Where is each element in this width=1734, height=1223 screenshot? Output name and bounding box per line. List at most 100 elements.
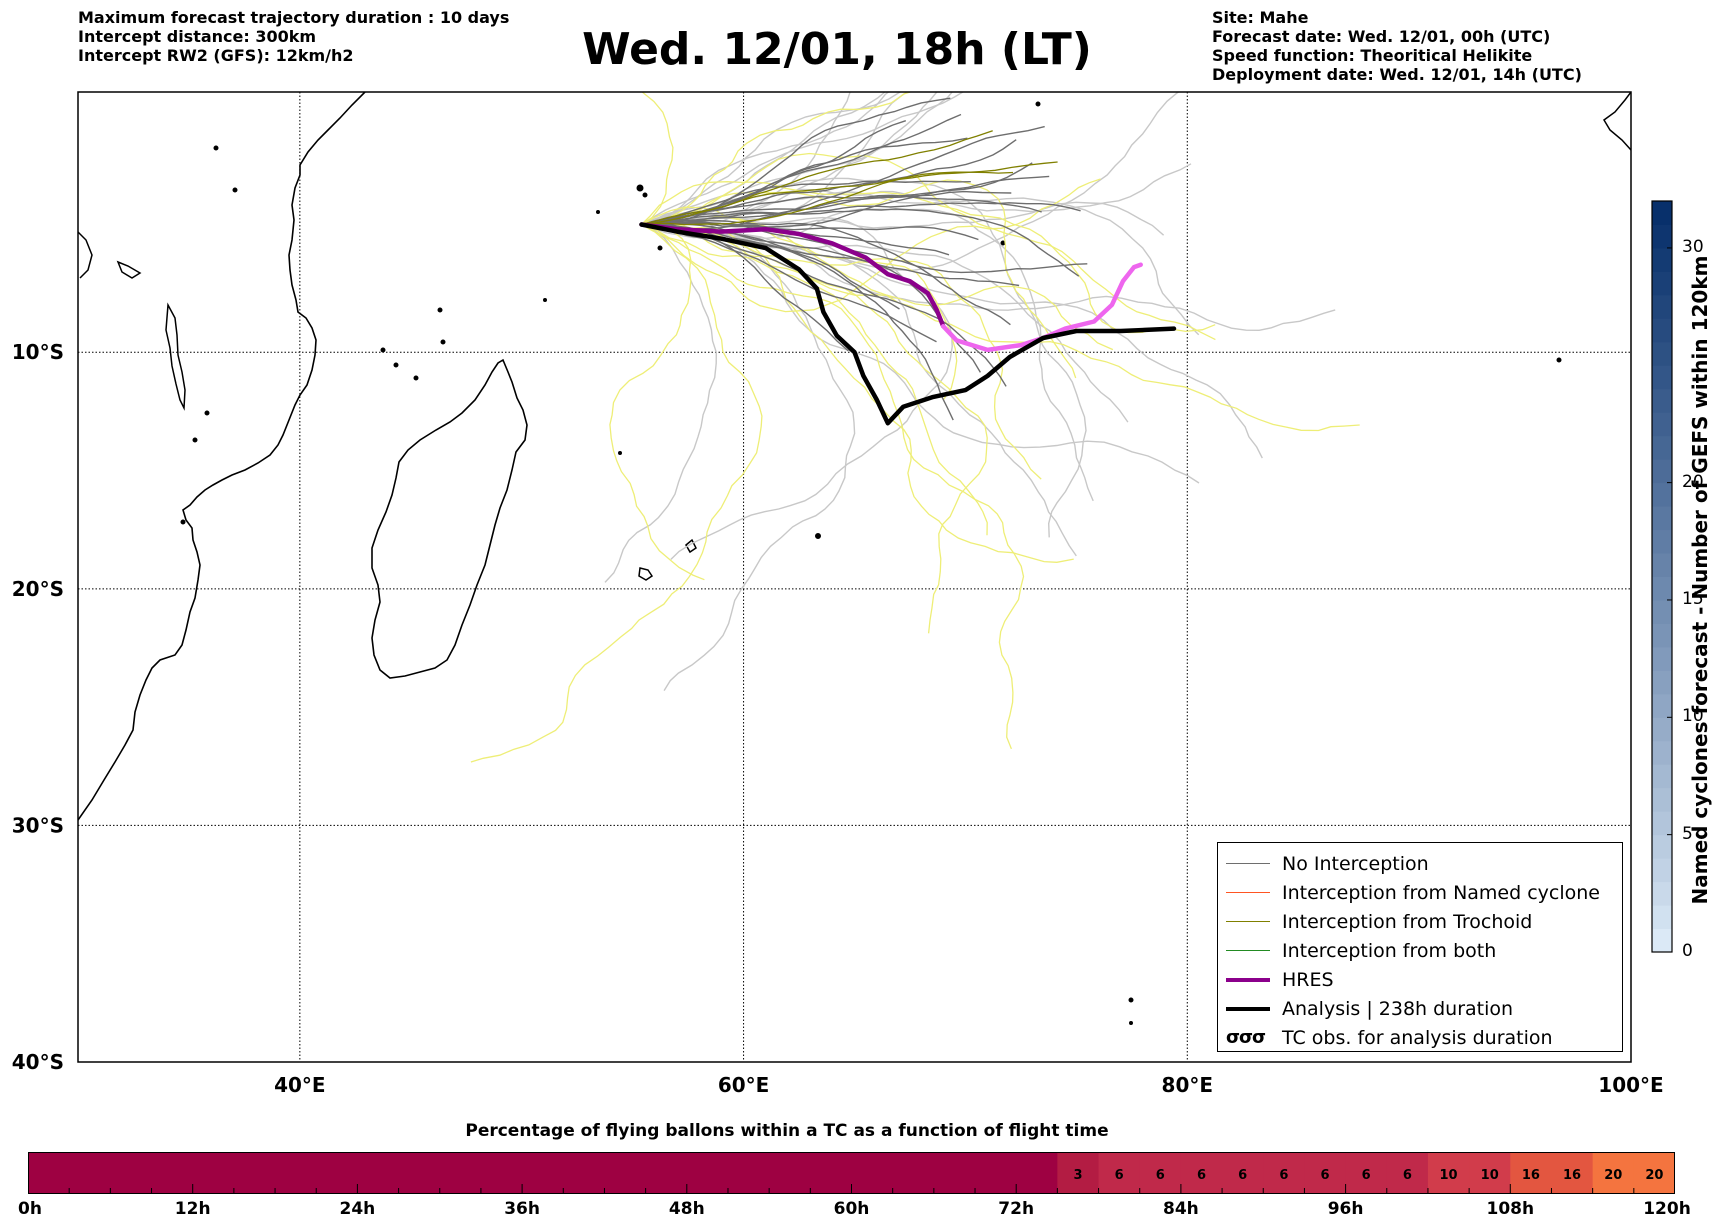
ensemble-trajectory — [641, 206, 1042, 480]
hour-label: 96h — [1327, 1199, 1364, 1219]
colorbar-frame — [1651, 200, 1673, 953]
bar-segment-value: 6 — [1238, 1168, 1247, 1183]
ensemble-trajectory — [641, 125, 1045, 230]
legend-line-swatch — [1226, 915, 1272, 929]
lon-label: 60°E — [718, 1073, 770, 1097]
colorbar-step — [1652, 318, 1672, 343]
trajectories — [470, 92, 1360, 763]
lat-label: 10°S — [12, 340, 64, 364]
hour-label: 120h — [1643, 1199, 1691, 1219]
colorbar-step — [1652, 764, 1672, 789]
colorbar-step — [1652, 646, 1672, 671]
northwest-coast-fragment — [78, 231, 93, 279]
lon-label: 100°E — [1598, 1073, 1663, 1097]
bar-segment — [1469, 1152, 1511, 1194]
colorbar-step — [1652, 811, 1672, 836]
header-left-info: Maximum forecast trajectory duration : 1… — [78, 8, 509, 65]
colorbar-step — [1652, 740, 1672, 765]
map-legend: No Interception Interception from Named c… — [1217, 842, 1623, 1052]
colorbar-step — [1652, 201, 1672, 225]
bar-segment-value: 20 — [1604, 1168, 1622, 1183]
lon-label: 80°E — [1162, 1073, 1214, 1097]
madagascar-coastline — [371, 358, 528, 679]
colorbar-step — [1652, 365, 1672, 390]
bar-segment-value: 6 — [1197, 1168, 1206, 1183]
west-lake-shore — [165, 302, 186, 411]
legend-label: Interception from both — [1282, 939, 1497, 962]
colorbar-step — [1652, 294, 1672, 319]
hour-label: 24h — [339, 1199, 376, 1219]
colorbar-tick-label: 15 — [1682, 588, 1704, 609]
colorbar-step — [1652, 787, 1672, 812]
colorbar-step — [1652, 623, 1672, 648]
analysis-track — [639, 222, 1177, 426]
ensemble-trajectory — [641, 92, 890, 226]
colorbar-step — [1652, 224, 1672, 249]
hres-track — [639, 222, 946, 329]
colorbar-step — [1652, 271, 1672, 296]
hour-label: 108h — [1486, 1199, 1535, 1219]
bar-segment-value: 20 — [1645, 1168, 1663, 1183]
bar-segment — [1222, 1152, 1264, 1194]
legend-label: Analysis | 238h duration — [1282, 997, 1514, 1020]
ensemble-trajectory — [641, 223, 1077, 557]
colorbar-step — [1652, 858, 1672, 883]
hour-label: 48h — [668, 1199, 705, 1219]
legend-line-swatch — [1226, 973, 1272, 987]
header-right-info: Site: Mahe Forecast date: Wed. 12/01, 00… — [1212, 8, 1582, 84]
intercept-rw2-text: Intercept RW2 (GFS): 12km/h2 — [78, 46, 354, 65]
hour-label: 0h — [18, 1199, 42, 1219]
ensemble-trajectory — [641, 221, 1336, 332]
bar-segment — [28, 1152, 1058, 1194]
northeast-coast-fragment — [1603, 92, 1631, 151]
bar-segment-value: 16 — [1522, 1168, 1540, 1183]
bar-segment-value: 6 — [1362, 1168, 1371, 1183]
colorbar-step — [1652, 388, 1672, 413]
legend-label: Interception from Named cyclone — [1282, 881, 1600, 904]
bar-segment — [1633, 1152, 1675, 1194]
legend-item: Interception from both — [1226, 936, 1614, 965]
colorbar-step — [1652, 717, 1672, 742]
cyclone-colorbar — [1651, 200, 1673, 953]
colorbar-tick-label: 30 — [1682, 236, 1704, 257]
flight-time-bar: 3 6 6 6 6 6 6 6 6 10 10 16 16 20 20 — [28, 1152, 1675, 1194]
legend-label: No Interception — [1282, 852, 1429, 875]
colorbar-tick-label: 20 — [1682, 471, 1704, 492]
ensemble-trajectory — [641, 208, 1080, 277]
bar-segment-value: 6 — [1320, 1168, 1329, 1183]
colorbar-step — [1652, 834, 1672, 859]
ensemble-trajectory — [641, 161, 1058, 226]
colorbar-tick-label: 10 — [1682, 706, 1704, 727]
colorbar-step — [1652, 435, 1672, 460]
legend-line-swatch — [1226, 1002, 1272, 1016]
colorbar-tick-label: 5 — [1682, 823, 1693, 844]
hres-track-late — [940, 262, 1143, 353]
legend-line-swatch — [1226, 886, 1272, 900]
legend-item: No Interception — [1226, 849, 1614, 878]
bar-frame — [28, 1152, 1675, 1194]
hour-label: 12h — [174, 1199, 211, 1219]
ensemble-trajectory — [641, 178, 1101, 313]
ensemble-trajectory — [641, 92, 674, 226]
bottom-bar-title: Percentage of flying ballons within a TC… — [465, 1121, 1109, 1141]
hour-label: 36h — [504, 1199, 540, 1219]
bar-segment — [1551, 1152, 1594, 1194]
ensemble-trajectory — [641, 171, 1014, 226]
ensemble-trajectory — [641, 202, 1081, 226]
bar-segment-value: 6 — [1156, 1168, 1165, 1183]
ensemble-trajectory — [641, 92, 1180, 272]
ensemble-trajectory — [609, 223, 705, 581]
ensemble-trajectory — [641, 222, 979, 241]
colorbar-step — [1652, 881, 1672, 906]
ensemble-trajectory — [604, 223, 718, 583]
legend-line-swatch — [1226, 944, 1272, 958]
colorbar-step — [1652, 905, 1672, 930]
bar-segment — [1510, 1152, 1552, 1194]
bar-segment — [1263, 1152, 1305, 1194]
bar-segment — [1180, 1152, 1223, 1194]
colorbar-step — [1652, 529, 1672, 554]
ensemble-trajectory — [641, 211, 953, 560]
bar-segment-value: 10 — [1439, 1168, 1457, 1183]
legend-label: HRES — [1282, 968, 1334, 991]
